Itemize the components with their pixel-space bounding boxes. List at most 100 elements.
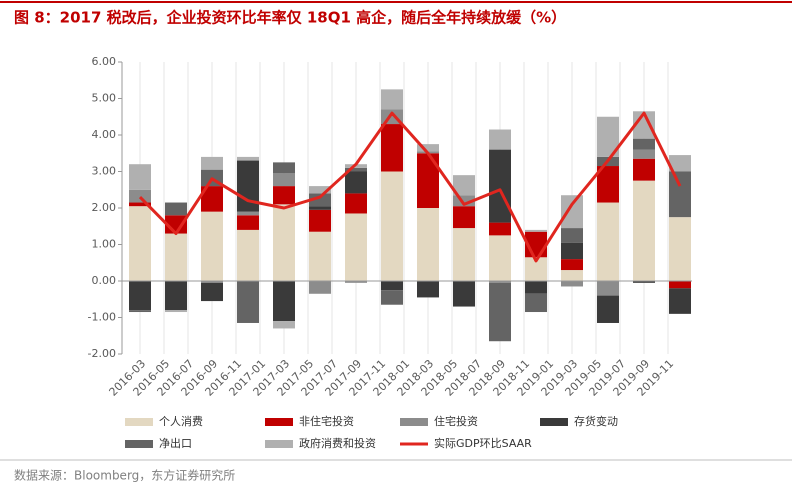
bar-segment xyxy=(597,295,619,323)
bar-segment xyxy=(525,257,547,281)
bar-segment xyxy=(597,166,619,203)
bar-segment xyxy=(201,156,223,170)
bar-segment xyxy=(417,144,439,152)
bar-segment xyxy=(633,149,655,159)
bar-segment xyxy=(633,138,655,150)
legend-swatch xyxy=(265,440,293,448)
bar-segment xyxy=(633,180,655,281)
y-tick-label: 6.00 xyxy=(92,55,117,68)
bar-segment xyxy=(165,281,187,311)
y-tick-label: 0.00 xyxy=(92,274,117,287)
bar-segment xyxy=(237,211,259,216)
bar-segment xyxy=(453,195,475,207)
bar-segment xyxy=(597,281,619,296)
bar-segment xyxy=(489,222,511,236)
gdp-line xyxy=(138,111,682,263)
bar-segment xyxy=(309,209,331,232)
bar-segment xyxy=(381,281,403,291)
legend-label: 非住宅投资 xyxy=(299,414,354,428)
bar-segment xyxy=(489,149,511,223)
bar-segment xyxy=(489,281,511,283)
bar-segment xyxy=(237,281,259,323)
bar-segment xyxy=(417,208,439,281)
legend-label: 个人消费 xyxy=(159,414,203,428)
bar-segment xyxy=(309,281,331,294)
bar-segment xyxy=(273,173,295,187)
bar-segment xyxy=(597,202,619,281)
bar-segment xyxy=(561,281,583,287)
bar-segment xyxy=(561,270,583,281)
bar-segment xyxy=(561,195,583,229)
bar-segment xyxy=(381,290,403,305)
bar-segment xyxy=(165,310,187,313)
bar-segment xyxy=(633,281,655,283)
bar-segment xyxy=(129,189,151,203)
legend-swatch xyxy=(125,418,153,426)
bar-segment xyxy=(525,293,547,313)
bar-segment xyxy=(273,162,295,174)
legend-label: 政府消费和投资 xyxy=(299,436,376,450)
bar-segment xyxy=(309,186,331,194)
y-tick-label: 3.00 xyxy=(92,165,117,178)
bar-segment xyxy=(129,310,151,313)
bar-segment xyxy=(201,281,223,283)
bar-segment xyxy=(129,202,151,207)
legend-swatch xyxy=(400,418,428,426)
bar-segment xyxy=(597,116,619,157)
legend-swatch xyxy=(265,418,293,426)
bar-segment xyxy=(525,229,547,232)
bar-segment xyxy=(309,206,331,210)
bar-segment xyxy=(237,160,259,212)
bar-segment xyxy=(453,206,475,229)
legend-swatch xyxy=(540,418,568,426)
chart-title: 图 8：2017 税改后，企业投资环比年率仅 18Q1 高企，随后全年持续放缓（… xyxy=(14,9,566,27)
bar-segment xyxy=(345,281,367,283)
bar-segment xyxy=(273,186,295,205)
bar-segment xyxy=(489,282,511,342)
bar-segment xyxy=(129,206,151,281)
bar-segment xyxy=(345,171,367,194)
bar-segment xyxy=(669,171,691,218)
bar-segment xyxy=(345,213,367,281)
bar-segment xyxy=(561,228,583,243)
bar-segment xyxy=(669,155,691,172)
y-tick-label: 5.00 xyxy=(92,92,117,105)
bar-segment xyxy=(309,231,331,281)
bar-segment xyxy=(417,281,439,298)
bar-segment xyxy=(309,193,331,207)
bar-segment xyxy=(417,153,439,208)
legend-label: 净出口 xyxy=(159,436,192,450)
bar-segment xyxy=(273,204,295,281)
bar-segment xyxy=(201,186,223,212)
bar-segment xyxy=(165,233,187,281)
bar-segment xyxy=(453,175,475,196)
bar-segment xyxy=(129,281,151,311)
bar-segment xyxy=(453,228,475,281)
legend-swatch xyxy=(125,440,153,448)
source: 数据来源：Bloomberg，东方证券研究所 xyxy=(14,468,235,483)
bar-segment xyxy=(237,156,259,161)
legend-label: 实际GDP环比SAAR xyxy=(434,436,532,450)
bar-segment xyxy=(273,281,295,322)
bar-segment xyxy=(345,167,367,172)
bar-segment xyxy=(345,193,367,214)
y-tick-label: -1.00 xyxy=(88,311,116,324)
bar-segment xyxy=(489,129,511,150)
y-tick-label: 1.00 xyxy=(92,238,117,251)
bar-segment xyxy=(489,235,511,281)
bar-segment xyxy=(201,211,223,281)
bar-segment xyxy=(561,242,583,260)
bar-segment xyxy=(129,164,151,190)
legend-label: 存货变动 xyxy=(574,414,618,428)
bar-segment xyxy=(525,281,547,294)
legend-label: 住宅投资 xyxy=(434,414,478,428)
bar-segment xyxy=(669,288,691,314)
bar-segment xyxy=(561,259,583,271)
bar-segment xyxy=(669,281,691,289)
bar-segment xyxy=(381,171,403,281)
y-tick-label: -2.00 xyxy=(88,347,116,360)
bar-segment xyxy=(165,202,187,216)
bar-segment xyxy=(381,124,403,172)
bar-segment xyxy=(453,281,475,307)
